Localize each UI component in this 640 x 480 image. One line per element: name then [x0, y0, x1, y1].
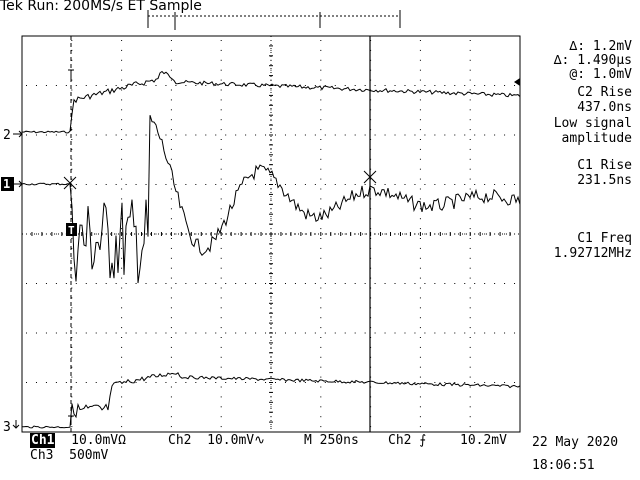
ch1-marker[interactable]: 1 [3, 177, 10, 191]
ch3-label: Ch3 [30, 448, 54, 463]
ch1-badge[interactable]: Ch1 [30, 433, 56, 448]
ch3-waveform [21, 372, 521, 429]
measurement-c2-rise-value: 437.0ns [577, 100, 632, 115]
ch2-marker[interactable]: 2 [3, 128, 11, 143]
ch3-marker[interactable]: 3 [3, 420, 11, 435]
date-display: 22 May 2020 [532, 435, 619, 450]
graticule [21, 35, 521, 433]
trigger-level-value: 10.2mV [460, 433, 507, 448]
ch2-scale: 10.0mV∿ [207, 433, 265, 448]
time-display: 18:06:51 [532, 458, 595, 473]
timebase-readout[interactable]: M 250ns [304, 434, 359, 448]
timebase-value: 250ns [319, 433, 359, 448]
ch3-scale-readout[interactable]: Ch3 500mV [30, 449, 108, 463]
measurement-c1-freq-name: C1 Freq [577, 231, 632, 246]
measurement-c1-freq-value: 1.92712MHz [553, 246, 632, 261]
channel-markers[interactable]: 2 1 3 T [1, 69, 77, 435]
trigger-source: Ch2 [388, 433, 412, 448]
trigger-position-marker[interactable]: T [68, 224, 75, 237]
measurement-warning-line2: amplitude [561, 131, 632, 146]
ch2-waveform [21, 70, 521, 134]
ch2-label: Ch2 [168, 433, 192, 448]
ch1-waveform [21, 115, 521, 284]
ch1-scale: 10.0mVΩ [71, 433, 126, 448]
timebase-m-label: M [304, 433, 312, 448]
record-window-bracket [147, 10, 401, 30]
ch3-scale: 500mV [69, 448, 109, 463]
delta-voltage-readout: ∆: 1.2mV [569, 39, 632, 54]
measurement-c2-rise-name: C2 Rise [577, 85, 632, 100]
ch2-scale-readout[interactable]: Ch2 10.0mV∿ [168, 434, 265, 448]
brand-label: Tek [0, 0, 23, 14]
delta-time-readout: ∆: 1.490µs [553, 53, 632, 68]
acquisition-status: Run: 200MS/s ET Sample [27, 0, 202, 14]
measurement-c1-rise-name: C1 Rise [577, 158, 632, 173]
trigger-slope-icon: ⨍ [419, 433, 427, 448]
cursor-cross-markers [63, 170, 377, 190]
status-line: Tek Run: 200MS/s ET Sample [0, 0, 202, 13]
ch1-scale-readout[interactable]: Ch1 10.0mVΩ [30, 433, 126, 448]
cursor-voltage-readout: @: 1.0mV [569, 67, 632, 82]
measurement-c1-rise-value: 231.5ns [577, 173, 632, 188]
trigger-readout[interactable]: Ch2 ⨍ [388, 434, 426, 448]
measurement-warning-line1: Low signal [553, 116, 632, 131]
trigger-level-arrow-icon[interactable] [514, 78, 520, 86]
